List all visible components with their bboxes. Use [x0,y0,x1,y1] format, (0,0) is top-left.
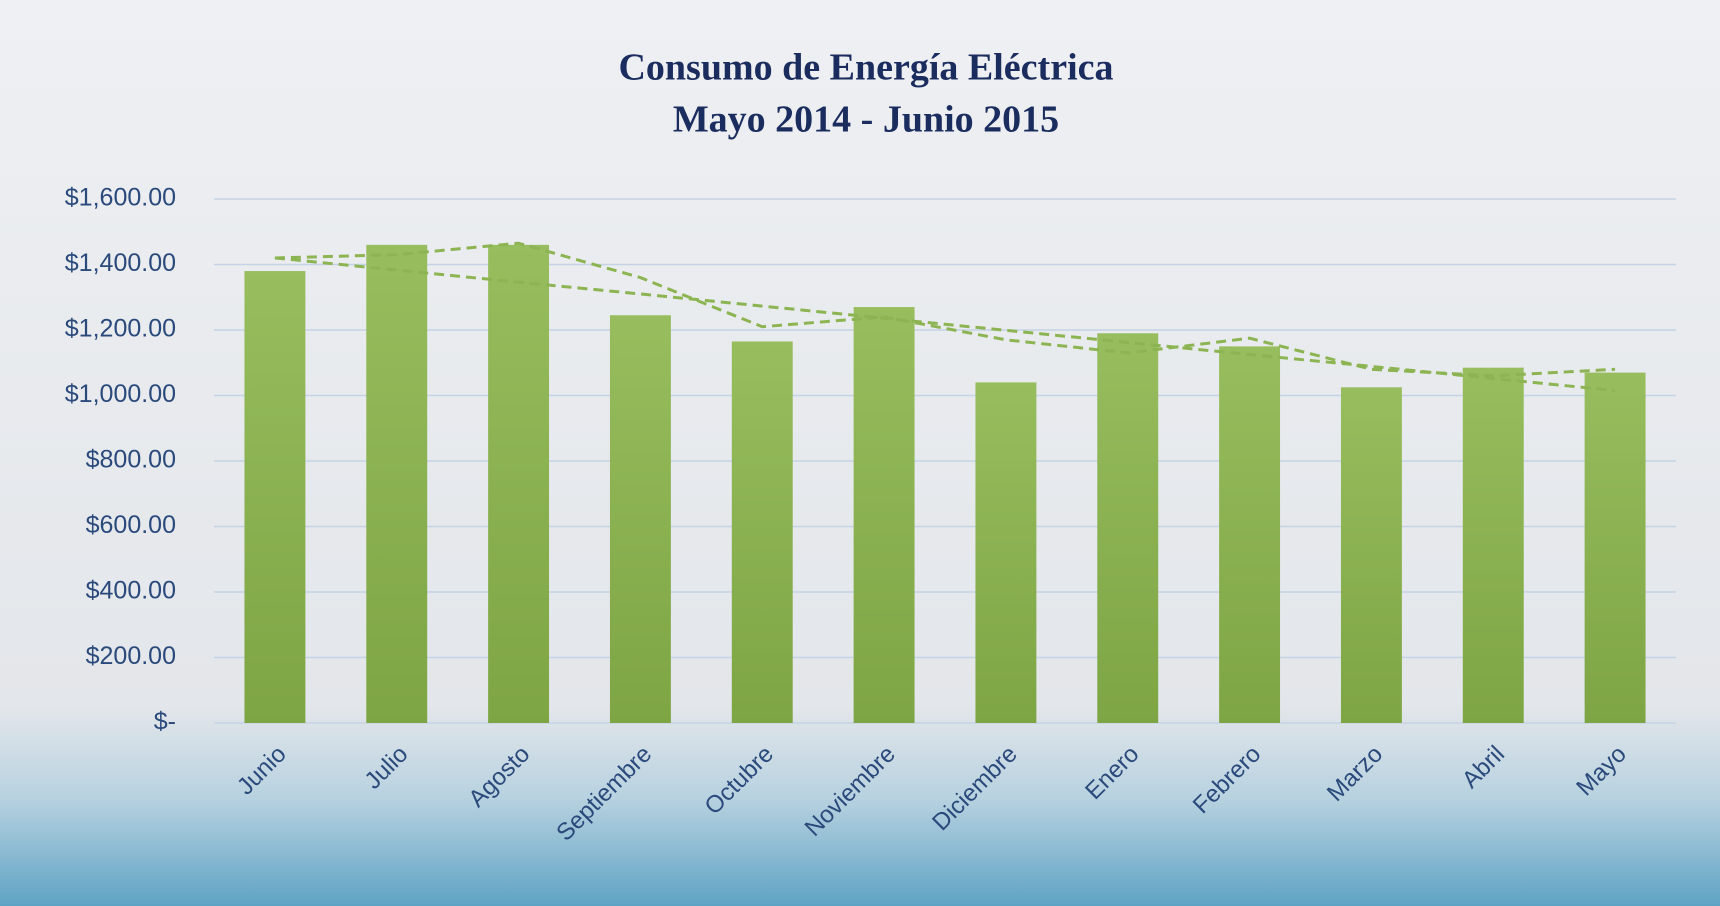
y-tick-label: $1,400.00 [65,249,176,277]
trendline [274,241,1616,378]
bar [853,307,915,723]
bar [488,244,550,723]
chart-title: Consumo de Energía Eléctrica [618,47,1113,89]
y-tick-label: $1,000.00 [65,380,176,408]
chart-subtitle: Mayo 2014 - Junio 2015 [673,99,1059,141]
y-tick-label: $1,600.00 [65,184,176,212]
bar [366,244,428,723]
bar [1462,367,1524,723]
bar [975,382,1037,723]
y-tick-label: $400.00 [86,577,176,605]
y-tick-label: $200.00 [86,642,176,670]
bar [1584,372,1646,723]
bar [609,315,671,723]
y-tick-label: $1,200.00 [65,315,176,343]
y-tick-label: $- [154,708,176,736]
y-tick-label: $800.00 [86,446,176,474]
bar [1340,387,1402,723]
y-tick-label: $600.00 [86,511,176,539]
bar [244,271,306,723]
bar [1219,346,1281,723]
bar [1097,333,1159,723]
bar [731,341,793,723]
trendline [274,256,1616,393]
